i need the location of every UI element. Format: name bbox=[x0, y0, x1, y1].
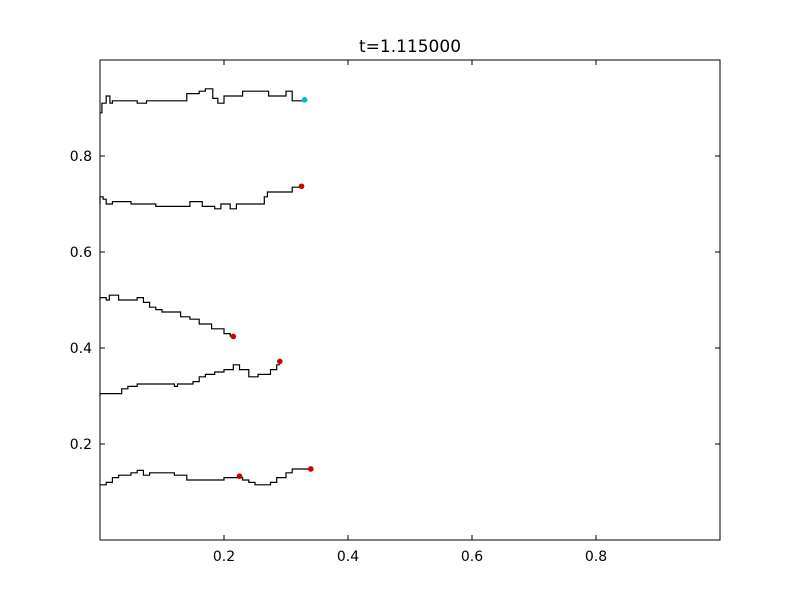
series-line-5 bbox=[100, 468, 311, 486]
x-tick-label: 0.8 bbox=[585, 549, 607, 565]
series-line-4 bbox=[99, 364, 280, 396]
series-line-3 bbox=[99, 294, 234, 337]
series-end-point bbox=[230, 333, 237, 340]
series-end-point bbox=[308, 466, 314, 472]
axes-frame bbox=[99, 59, 721, 541]
series-end-point bbox=[301, 97, 308, 103]
y-tick-label: 0.2 bbox=[70, 437, 92, 453]
series-end-point bbox=[277, 358, 283, 365]
plot-axes: 0.2 0.4 0.6 0.8 0.2 0.4 0.6 0.8 bbox=[70, 59, 721, 565]
series-line-2 bbox=[99, 186, 302, 210]
x-tick-label: 0.2 bbox=[213, 549, 235, 565]
y-tick-label: 0.8 bbox=[70, 149, 92, 165]
y-tick-label: 0.6 bbox=[70, 245, 92, 261]
y-tick-label: 0.4 bbox=[70, 341, 92, 357]
series-end-point bbox=[298, 183, 305, 190]
series-layer bbox=[99, 88, 311, 486]
x-axis: 0.2 0.4 0.6 0.8 bbox=[213, 60, 607, 565]
y-axis: 0.2 0.4 0.6 0.8 bbox=[70, 149, 720, 453]
x-tick-label: 0.4 bbox=[337, 549, 359, 565]
series-line-1 bbox=[100, 88, 305, 114]
marker-layer bbox=[230, 97, 314, 479]
series-end-point bbox=[236, 473, 243, 479]
x-tick-label: 0.6 bbox=[461, 549, 483, 565]
chart-title: t=1.115000 bbox=[359, 37, 461, 57]
